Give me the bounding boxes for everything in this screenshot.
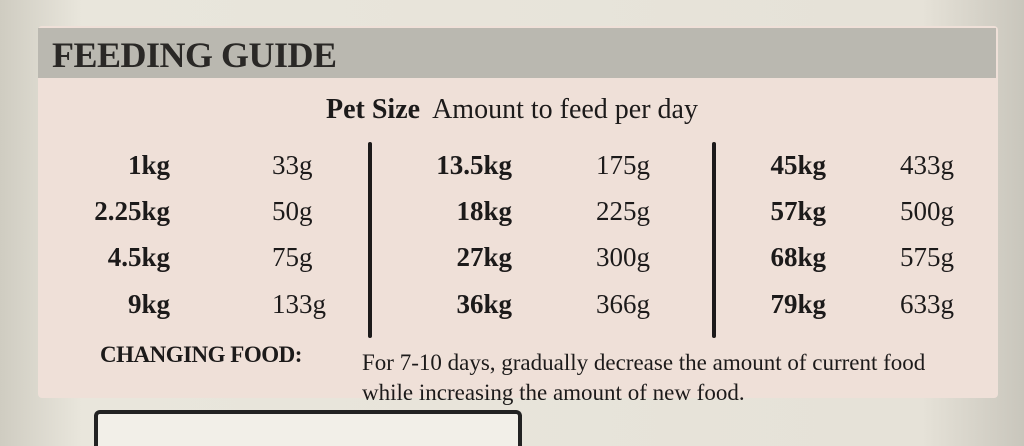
feed-amount: 366g bbox=[596, 289, 650, 319]
title: FEEDING GUIDE bbox=[52, 35, 337, 75]
divider bbox=[368, 142, 372, 338]
pet-size: 68kg bbox=[770, 242, 826, 272]
pet-size: 18kg bbox=[456, 196, 512, 226]
divider bbox=[712, 142, 716, 338]
feed-amount: 133g bbox=[272, 289, 326, 319]
panel bbox=[38, 26, 998, 398]
feed-amount: 33g bbox=[272, 150, 313, 180]
feed-amount: 575g bbox=[900, 242, 954, 272]
pet-size: 13.5kg bbox=[436, 150, 512, 180]
pet-size: 79kg bbox=[770, 289, 826, 319]
note-text: For 7-10 days, gradually decrease the am… bbox=[362, 350, 926, 405]
pet-size: 2.25kg bbox=[94, 196, 170, 226]
pet-size: 36kg bbox=[456, 289, 512, 319]
pet-size-label: Pet Size bbox=[326, 94, 421, 125]
amount-label: Amount to feed per day bbox=[432, 94, 698, 125]
pet-size: 1kg bbox=[127, 150, 170, 180]
barcode-box bbox=[94, 410, 522, 446]
pet-size: 9kg bbox=[127, 289, 170, 319]
feed-amount: 633g bbox=[900, 289, 954, 319]
note-label: CHANGING FOOD: bbox=[100, 342, 302, 367]
pet-size: 27kg bbox=[456, 242, 512, 272]
feed-amount: 300g bbox=[596, 242, 650, 272]
feed-amount: 433g bbox=[900, 150, 954, 180]
feed-amount: 50g bbox=[272, 196, 313, 226]
table-header: Pet Size Amount to feed per day bbox=[0, 94, 1024, 126]
feed-amount: 175g bbox=[596, 150, 650, 180]
header-bar: FEEDING GUIDE bbox=[38, 28, 996, 78]
pet-size: 45kg bbox=[770, 150, 826, 180]
feed-amount: 225g bbox=[596, 196, 650, 226]
feed-amount: 75g bbox=[272, 242, 313, 272]
pet-size: 57kg bbox=[770, 196, 826, 226]
feed-amount: 500g bbox=[900, 196, 954, 226]
pet-size: 4.5kg bbox=[107, 242, 170, 272]
